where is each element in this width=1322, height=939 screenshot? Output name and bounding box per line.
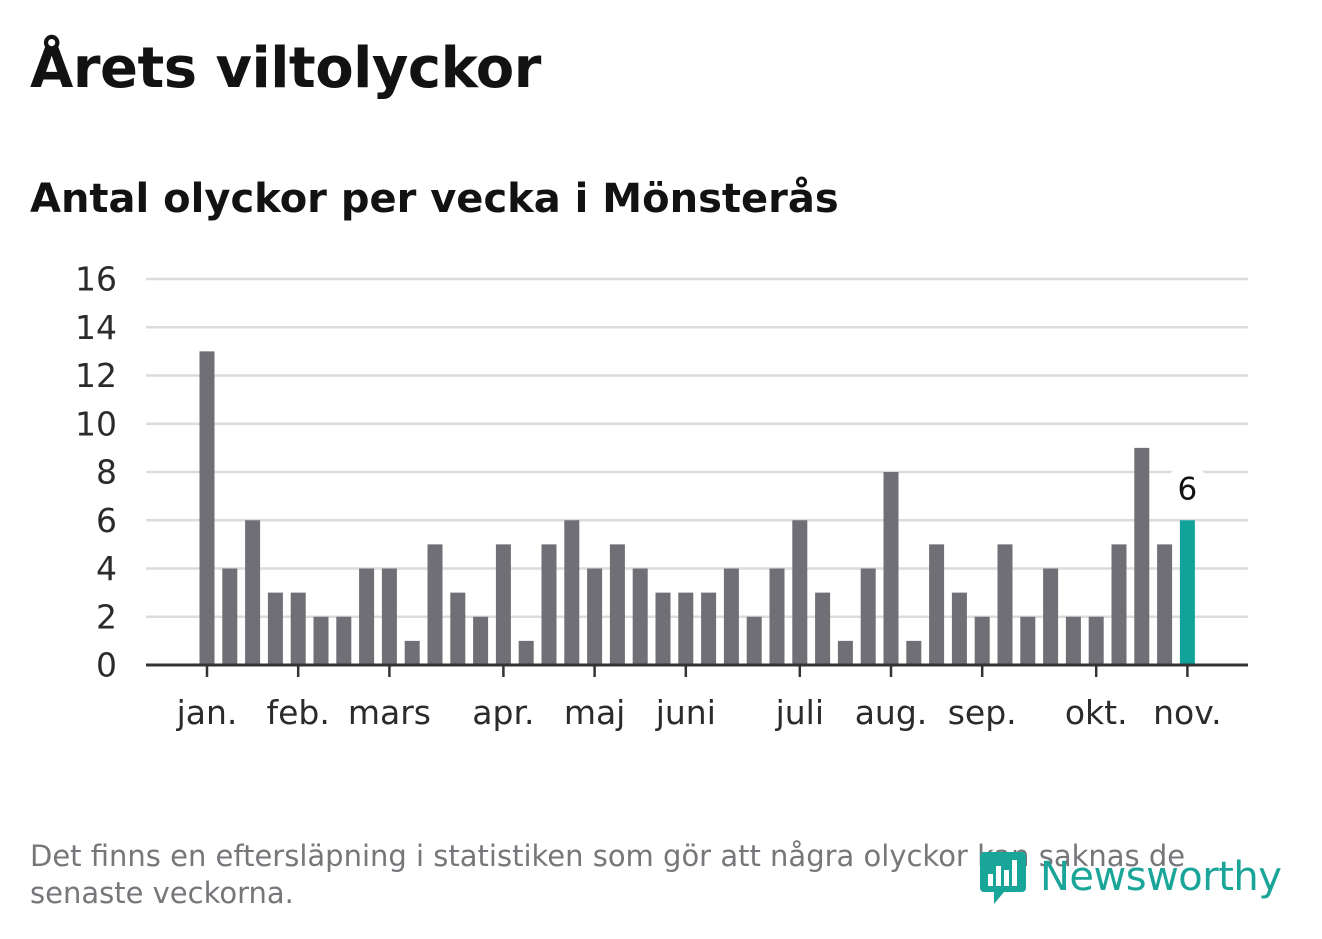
bar xyxy=(792,520,808,665)
bar xyxy=(290,592,306,665)
y-tick-label: 0 xyxy=(96,646,117,685)
bar xyxy=(495,544,511,665)
y-tick-label: 10 xyxy=(75,404,117,443)
bar xyxy=(997,544,1013,665)
bar xyxy=(359,568,375,665)
bar xyxy=(518,640,534,665)
x-tick-label: juli xyxy=(775,693,824,732)
highlight-label-bg xyxy=(1170,468,1205,509)
bar-chart: 0 2 4 6 8 10 12 14 16 jan. feb. mars apr. maj juni jul… xyxy=(75,260,1248,732)
x-tick-label: nov. xyxy=(1153,693,1222,732)
x-tick-label: feb. xyxy=(267,693,330,732)
bar xyxy=(701,592,717,665)
bar xyxy=(974,616,990,665)
bar xyxy=(1134,447,1150,665)
x-tick-label: sep. xyxy=(948,693,1017,732)
bar xyxy=(678,592,694,665)
bar xyxy=(267,592,283,665)
bar xyxy=(1043,568,1059,665)
y-tick-label: 14 xyxy=(75,308,117,347)
bar xyxy=(473,616,489,665)
bars xyxy=(199,351,1195,665)
bar xyxy=(746,616,762,665)
x-tick-label: mars xyxy=(348,693,431,732)
y-tick-label: 4 xyxy=(96,549,117,588)
bar-highlighted xyxy=(1179,520,1195,665)
newsworthy-logo-icon xyxy=(980,852,1026,904)
annotations: 6 xyxy=(1170,468,1205,509)
x-tick-label: aug. xyxy=(855,693,928,732)
x-tick-label: maj xyxy=(564,693,626,732)
x-axis-ticks: jan. feb. mars apr. maj juni juli aug. sep. okt. n… xyxy=(176,665,1222,732)
chart-subtitle: Antal olyckor per vecka i Mönsterås xyxy=(30,176,839,222)
bar xyxy=(427,544,443,665)
y-tick-label: 6 xyxy=(96,501,117,540)
bar xyxy=(815,592,831,665)
bar xyxy=(199,351,215,665)
bar xyxy=(450,592,466,665)
x-tick-label: apr. xyxy=(472,693,534,732)
bar xyxy=(1088,616,1104,665)
bar xyxy=(883,472,899,665)
y-tick-label: 16 xyxy=(75,260,117,299)
bar xyxy=(404,640,420,665)
bar xyxy=(632,568,648,665)
bar xyxy=(860,568,876,665)
bar xyxy=(564,520,580,665)
x-tick-label: juni xyxy=(655,693,716,732)
x-tick-label: okt. xyxy=(1065,693,1128,732)
bar xyxy=(906,640,922,665)
bar xyxy=(541,544,557,665)
newsworthy-logo: Newsworthy xyxy=(978,845,1282,909)
bar xyxy=(313,616,329,665)
bar xyxy=(723,568,739,665)
highlight-data-label: 6 xyxy=(1178,471,1198,507)
bar xyxy=(655,592,671,665)
gridlines xyxy=(146,277,1248,618)
y-tick-label: 8 xyxy=(96,453,117,492)
x-tick-label: jan. xyxy=(176,693,238,732)
bar xyxy=(1111,544,1127,665)
bar xyxy=(1157,544,1173,665)
brand-name: Newsworthy xyxy=(1040,854,1282,900)
y-tick-label: 2 xyxy=(96,597,117,636)
chart-title: Årets viltolyckor xyxy=(30,36,541,101)
bar xyxy=(1065,616,1081,665)
bar xyxy=(245,520,261,665)
bar xyxy=(381,568,397,665)
y-axis-ticks: 0 2 4 6 8 10 12 14 16 xyxy=(75,260,117,685)
bar xyxy=(1020,616,1036,665)
bar xyxy=(929,544,945,665)
bar xyxy=(587,568,603,665)
bar xyxy=(769,568,785,665)
bar xyxy=(837,640,853,665)
bar xyxy=(609,544,625,665)
bar xyxy=(951,592,967,665)
y-tick-label: 12 xyxy=(75,356,117,395)
bar xyxy=(222,568,238,665)
bar xyxy=(336,616,352,665)
